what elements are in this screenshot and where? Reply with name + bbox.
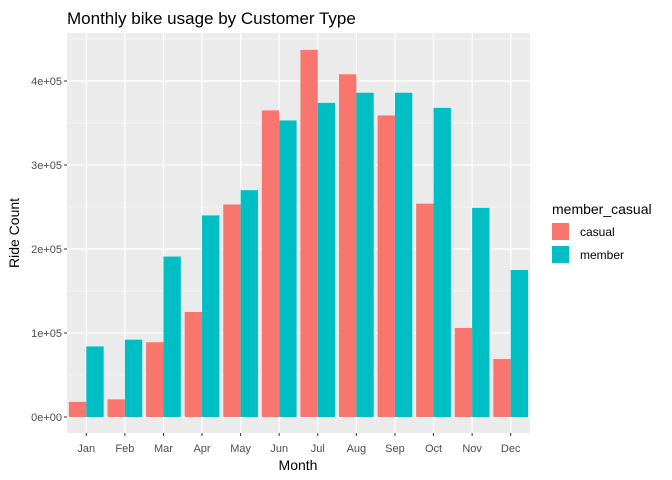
- bar-casual-jun: [261, 110, 280, 418]
- bar-member-apr: [202, 215, 220, 417]
- x-tick-label: Sep: [385, 443, 405, 455]
- bar-member-jul: [317, 102, 336, 417]
- bar-member-mar: [163, 256, 181, 417]
- plot-panel: [67, 33, 530, 433]
- bar-member-jun: [279, 120, 297, 417]
- bar-casual-oct: [416, 203, 434, 417]
- x-tick-label: Nov: [462, 443, 482, 455]
- bar-member-oct: [433, 107, 451, 417]
- x-tick-label: Jul: [311, 443, 325, 455]
- bar-member-feb: [124, 339, 143, 417]
- x-axis: Jan Feb Mar Apr May Jun Jul Aug Sep Oct Nov Dec: [77, 433, 521, 455]
- y-tick-label: 0e+00: [31, 412, 62, 424]
- bar-casual-dec: [493, 359, 511, 417]
- bar-casual-feb: [107, 399, 125, 417]
- x-tick-label: Feb: [115, 443, 134, 455]
- y-axis: 0e+00 1e+05 2e+05 3e+05 4e+05: [31, 76, 67, 424]
- bars: [68, 49, 529, 418]
- legend: member_casual casual member: [552, 201, 652, 263]
- x-tick-label: Oct: [425, 443, 442, 455]
- chart-title: Monthly bike usage by Customer Type: [67, 9, 356, 28]
- legend-label-casual: casual: [580, 225, 615, 239]
- bar-casual-jul: [300, 49, 318, 418]
- bar-member-sep: [394, 92, 413, 417]
- x-tick-label: Aug: [347, 443, 367, 455]
- y-tick-label: 3e+05: [31, 160, 62, 172]
- bar-casual-sep: [377, 115, 395, 417]
- x-tick-label: Dec: [501, 443, 521, 455]
- legend-key-casual: [552, 223, 569, 240]
- legend-key-member: [552, 246, 569, 263]
- bar-casual-aug: [339, 74, 357, 417]
- x-tick-label: Jun: [270, 443, 288, 455]
- x-tick-label: Jan: [77, 443, 95, 455]
- y-tick-label: 1e+05: [31, 328, 62, 340]
- bar-casual-may: [223, 204, 241, 417]
- bar-member-jan: [86, 346, 104, 417]
- legend-title: member_casual: [552, 201, 652, 217]
- y-axis-title: Ride Count: [6, 198, 22, 268]
- y-tick-label: 4e+05: [31, 76, 62, 88]
- x-tick-label: Apr: [193, 443, 210, 455]
- bar-casual-mar: [146, 342, 164, 417]
- legend-label-member: member: [580, 248, 624, 262]
- bar-member-nov: [472, 207, 490, 417]
- bar-member-aug: [356, 92, 374, 417]
- y-tick-label: 2e+05: [31, 244, 62, 256]
- x-tick-label: May: [230, 443, 251, 455]
- x-axis-title: Month: [279, 457, 318, 473]
- bar-member-dec: [510, 270, 529, 417]
- bar-casual-apr: [184, 312, 203, 417]
- bar-casual-jan: [68, 401, 87, 417]
- bar-casual-nov: [454, 327, 473, 417]
- bar-member-may: [240, 190, 258, 417]
- x-tick-label: Mar: [154, 443, 173, 455]
